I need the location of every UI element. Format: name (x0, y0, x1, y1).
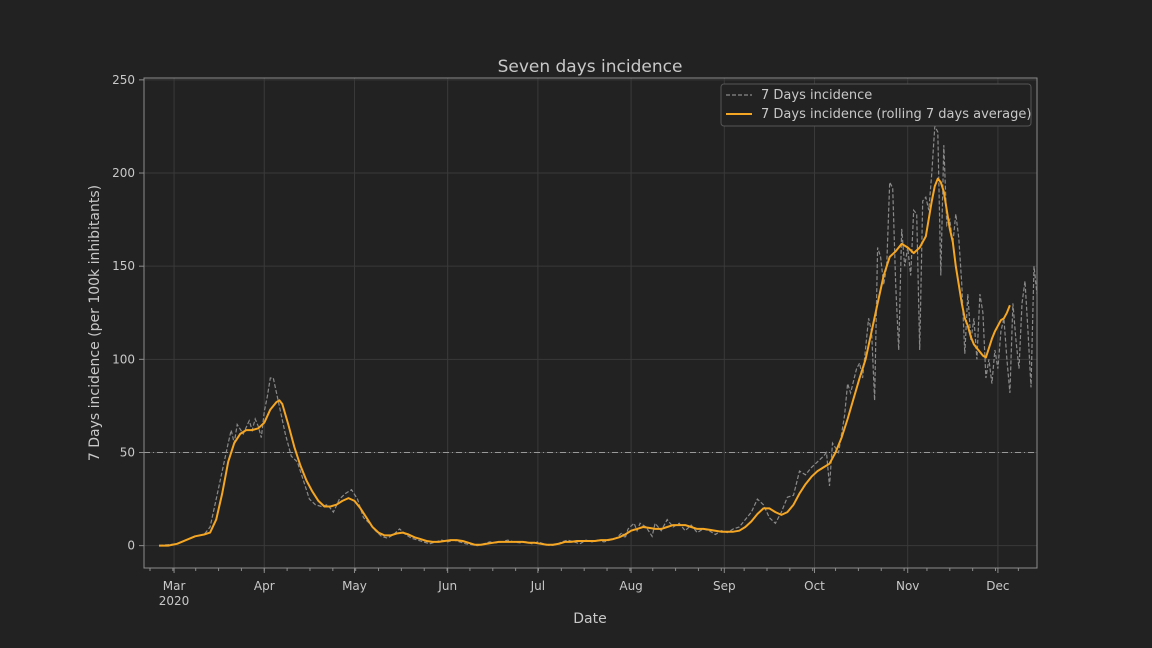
legend: 7 Days incidence 7 Days incidence (rolli… (720, 83, 1032, 127)
x-tick-label: Apr (254, 579, 275, 593)
x-tick-label: Oct (804, 579, 825, 593)
y-tick-label: 100 (112, 352, 135, 366)
x-tick-label: May (342, 579, 367, 593)
y-axis-label: 7 Days incidence (per 100k inhibitants) (87, 185, 103, 461)
x-tick-label: Aug (619, 579, 642, 593)
x-tick-sublabel: 2020 (159, 594, 190, 608)
legend-label-raw: 7 Days incidence (761, 88, 872, 103)
chart-title: Seven days incidence (498, 57, 683, 77)
grid (144, 78, 1037, 568)
x-tick-label: Dec (986, 579, 1009, 593)
x-axis-label: Date (573, 611, 606, 627)
y-tick-label: 250 (112, 73, 135, 87)
y-tick-label: 200 (112, 166, 135, 180)
y-tick-label: 50 (120, 445, 135, 459)
x-tick-label: Mar (163, 579, 186, 593)
legend-label-avg: 7 Days incidence (rolling 7 days average… (761, 107, 1031, 122)
axes-frame (143, 77, 1038, 569)
x-tick-label: Sep (713, 579, 736, 593)
series-line-rolling-average (159, 177, 1011, 547)
x-tick-label: Nov (896, 579, 919, 593)
y-tick-label: 0 (127, 539, 135, 553)
x-tick-label: Jun (437, 579, 457, 593)
legend-box (720, 83, 1032, 127)
x-tick-label: Jul (530, 579, 545, 593)
y-tick-label: 150 (112, 259, 135, 273)
